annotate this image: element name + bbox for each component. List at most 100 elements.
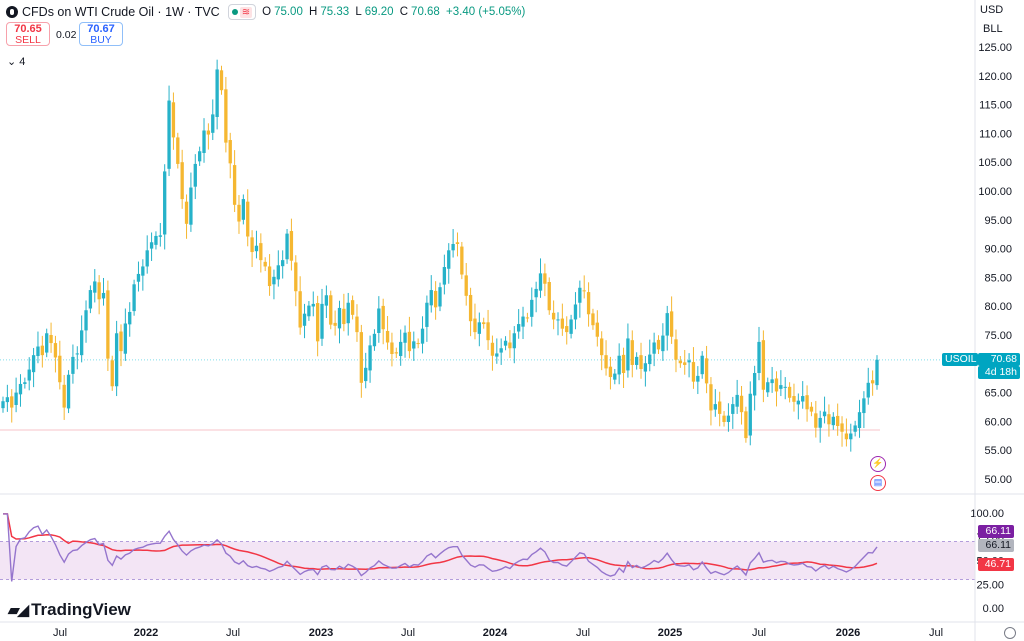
rsi-value-tag: 66.11 xyxy=(978,525,1014,538)
buy-button[interactable]: 70.67 BUY xyxy=(79,22,123,46)
rsi-ma-line xyxy=(3,513,878,571)
candle xyxy=(62,375,66,420)
candle xyxy=(407,316,412,359)
candle xyxy=(586,282,591,327)
candle xyxy=(460,241,464,280)
candle xyxy=(600,331,604,371)
candle xyxy=(844,418,849,447)
price-tick-label: 60.00 xyxy=(984,416,1012,428)
candle xyxy=(604,340,608,376)
time-tick-label: Jul xyxy=(53,627,67,639)
time-tick-label: 2026 xyxy=(836,627,860,639)
candle xyxy=(735,379,739,414)
candle xyxy=(241,194,246,225)
candle xyxy=(315,295,320,357)
price-tick-label: 55.00 xyxy=(984,445,1012,457)
chart-header: CFDs on WTI Crude Oil · 1W · TVC ≋ O 75.0… xyxy=(6,4,528,20)
brand-name: TradingView xyxy=(31,600,131,619)
candle xyxy=(307,301,311,321)
candle xyxy=(368,335,372,383)
candle xyxy=(416,338,420,349)
candle xyxy=(547,277,551,315)
candle xyxy=(14,377,18,413)
candle xyxy=(123,308,128,361)
candle xyxy=(75,346,79,370)
sell-price: 70.65 xyxy=(14,23,42,35)
sell-button[interactable]: 70.65 SELL xyxy=(6,22,50,46)
economic-event-icon[interactable]: ▤ xyxy=(870,475,886,491)
candle xyxy=(482,317,486,329)
candle xyxy=(709,377,713,426)
candle xyxy=(237,195,241,234)
candle xyxy=(455,232,460,257)
price-tick-label: 50.00 xyxy=(984,474,1012,486)
symbol-tag: USOIL xyxy=(942,353,978,366)
candle xyxy=(831,412,835,430)
price-tick-label: 75.00 xyxy=(984,330,1012,342)
candle xyxy=(643,356,648,387)
candle xyxy=(744,406,748,443)
candle xyxy=(18,374,23,407)
candle xyxy=(219,65,224,95)
candle xyxy=(128,302,132,337)
candle xyxy=(329,290,333,330)
candle xyxy=(801,381,805,409)
candle xyxy=(40,335,44,368)
settings-gear-icon[interactable] xyxy=(1004,627,1016,639)
candle xyxy=(294,255,298,307)
candle xyxy=(163,164,167,250)
candle xyxy=(521,306,525,340)
candle xyxy=(394,347,398,359)
candle xyxy=(718,391,722,427)
candle xyxy=(770,366,774,393)
candle xyxy=(141,259,145,291)
candle xyxy=(508,330,512,359)
candle xyxy=(202,118,206,163)
candle xyxy=(648,339,652,372)
candle xyxy=(189,172,193,232)
tradingview-logo: ▰◢ TradingView xyxy=(8,600,131,620)
candlestick-series xyxy=(1,59,879,452)
candle xyxy=(538,258,543,298)
tv-logo-icon: ▰◢ xyxy=(8,602,29,619)
candle xyxy=(486,309,490,350)
price-tick-label: 85.00 xyxy=(984,272,1012,284)
candle xyxy=(634,352,639,370)
candle xyxy=(337,300,342,344)
price-tick-label: 115.00 xyxy=(979,100,1012,112)
candle xyxy=(412,331,416,361)
candle xyxy=(490,335,495,371)
candle xyxy=(866,367,870,405)
candle xyxy=(757,326,761,381)
candle xyxy=(739,385,744,425)
candle xyxy=(827,404,831,437)
rsi-value-tag-secondary: 66.11 xyxy=(978,539,1014,552)
candle xyxy=(569,314,573,339)
candle xyxy=(132,279,136,316)
unit-selector[interactable]: BLL xyxy=(983,23,1003,35)
candle xyxy=(66,370,71,414)
candle xyxy=(136,261,141,292)
symbol-title[interactable]: CFDs on WTI Crude Oil · 1W · TVC xyxy=(22,5,220,19)
indicator-count: 4 xyxy=(19,56,26,68)
change-value: +3.40 (+5.05%) xyxy=(446,6,526,18)
market-status-badge[interactable]: ≋ xyxy=(227,4,257,20)
low-value: 69.20 xyxy=(364,6,394,18)
candle xyxy=(704,345,709,394)
close-value: 70.68 xyxy=(411,6,440,18)
candle xyxy=(700,351,704,379)
currency-selector[interactable]: USD xyxy=(980,4,1004,16)
indicators-toggle[interactable]: ⌄ 4 xyxy=(7,55,25,68)
candle xyxy=(377,296,381,343)
candle xyxy=(84,300,88,343)
candle xyxy=(346,292,350,336)
time-tick-label: Jul xyxy=(576,627,590,639)
dividend-event-icon[interactable]: ⚡ xyxy=(870,456,886,472)
candle xyxy=(582,275,586,299)
time-tick-label: 2024 xyxy=(483,627,508,639)
candle xyxy=(232,150,237,213)
candle xyxy=(154,231,158,250)
candle xyxy=(752,365,757,411)
